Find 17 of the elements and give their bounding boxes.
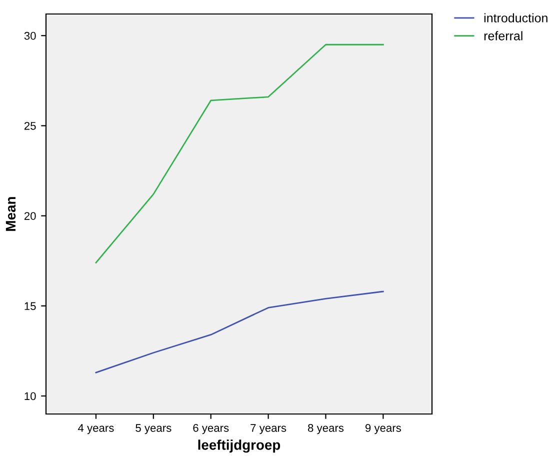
legend-label: introduction [484, 13, 548, 22]
legend-label: referral [484, 31, 522, 40]
line-series [95, 44, 384, 264]
x-tick-label: 6 years [193, 424, 229, 434]
x-tick-label: 5 years [136, 424, 172, 434]
y-tick-label: 30 [24, 32, 36, 40]
y-tick-label: 15 [24, 302, 36, 310]
y-tick-label: 25 [24, 122, 36, 130]
x-axis-title: leeftijdgroep [198, 440, 280, 453]
line-series [95, 290, 384, 374]
y-tick-label: 10 [24, 392, 36, 400]
x-tick-label: 8 years [308, 424, 344, 434]
x-tick-label: 4 years [78, 424, 114, 434]
y-tick-label: 20 [24, 212, 36, 220]
x-tick-label: 9 years [365, 424, 401, 434]
x-tick-label: 7 years [250, 424, 286, 434]
y-axis-title: Mean [6, 197, 16, 231]
